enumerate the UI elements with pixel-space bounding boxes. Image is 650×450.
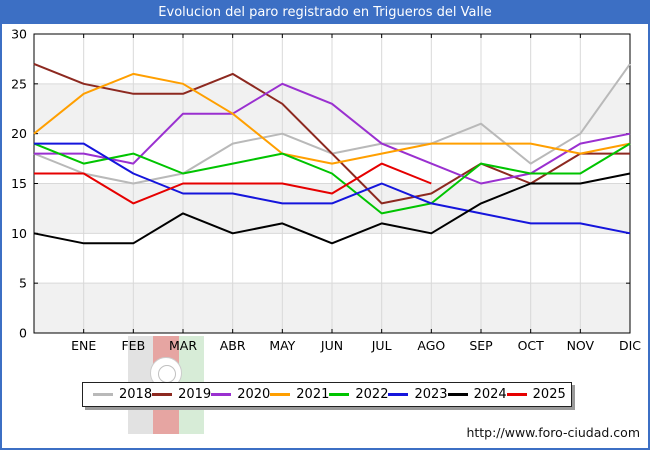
x-tick-label: ABR (220, 338, 246, 353)
legend-item-2019: 2019 (152, 387, 211, 402)
x-tick-label: AGO (417, 338, 445, 353)
x-tick-label: FEB (121, 338, 145, 353)
legend-dash-2022 (329, 393, 350, 396)
y-tick-label: 10 (11, 226, 27, 241)
x-tick-label: DIC (619, 338, 641, 353)
x-tick-label: SEP (469, 338, 493, 353)
footer-url[interactable]: http://www.foro-ciudad.com (466, 425, 640, 440)
legend-dash-2019 (152, 393, 173, 396)
legend-dash-2020 (211, 393, 232, 396)
x-tick-label: MAY (269, 338, 295, 353)
legend-item-2022: 2022 (329, 387, 388, 402)
legend-item-2020: 2020 (211, 387, 270, 402)
legend-item-2023: 2023 (388, 387, 448, 402)
x-tick-label: OCT (518, 338, 545, 353)
legend-label-2019: 2019 (178, 387, 212, 402)
legend-dash-2018 (93, 393, 113, 396)
y-tick-label: 0 (19, 326, 27, 341)
legend-dash-2025 (506, 393, 527, 396)
x-tick-label: JUL (371, 338, 392, 353)
legend-label-2023: 2023 (414, 387, 448, 402)
series-line-2023 (34, 142, 631, 235)
legend-item-2025: 2025 (506, 387, 566, 402)
legend-item-2021: 2021 (270, 387, 329, 402)
legend-dash-2021 (270, 393, 291, 396)
y-tick-label: 25 (11, 76, 27, 91)
x-tick-label: ENE (71, 338, 96, 353)
legend-label-2021: 2021 (296, 387, 330, 402)
series-line-2021 (33, 72, 631, 165)
legend-dash-2024 (447, 393, 468, 396)
legend-item-2018: 2018 (93, 387, 152, 402)
series-line-2022 (33, 142, 631, 215)
legend-item-2024: 2024 (447, 387, 507, 402)
legend: 2018 2019 2020 2021 2022 2023 2024 2025 (82, 382, 572, 407)
series-line-2024 (33, 172, 631, 245)
series-line-2025 (34, 162, 432, 205)
legend-label-2022: 2022 (355, 387, 389, 402)
x-tick-label: NOV (567, 338, 595, 353)
y-tick-label: 15 (11, 176, 27, 191)
y-tick-label: 20 (11, 126, 27, 141)
chart-title: Evolucion del paro registrado en Triguer… (2, 2, 648, 24)
x-tick-label: MAR (169, 338, 197, 353)
legend-label-2018: 2018 (119, 387, 153, 402)
legend-label-2025: 2025 (532, 387, 566, 402)
legend-dash-2023 (388, 393, 409, 396)
legend-label-2024: 2024 (473, 387, 507, 402)
y-tick-label: 30 (11, 27, 27, 42)
legend-label-2020: 2020 (237, 387, 271, 402)
x-tick-label: JUN (320, 338, 343, 353)
y-tick-label: 5 (19, 276, 27, 291)
